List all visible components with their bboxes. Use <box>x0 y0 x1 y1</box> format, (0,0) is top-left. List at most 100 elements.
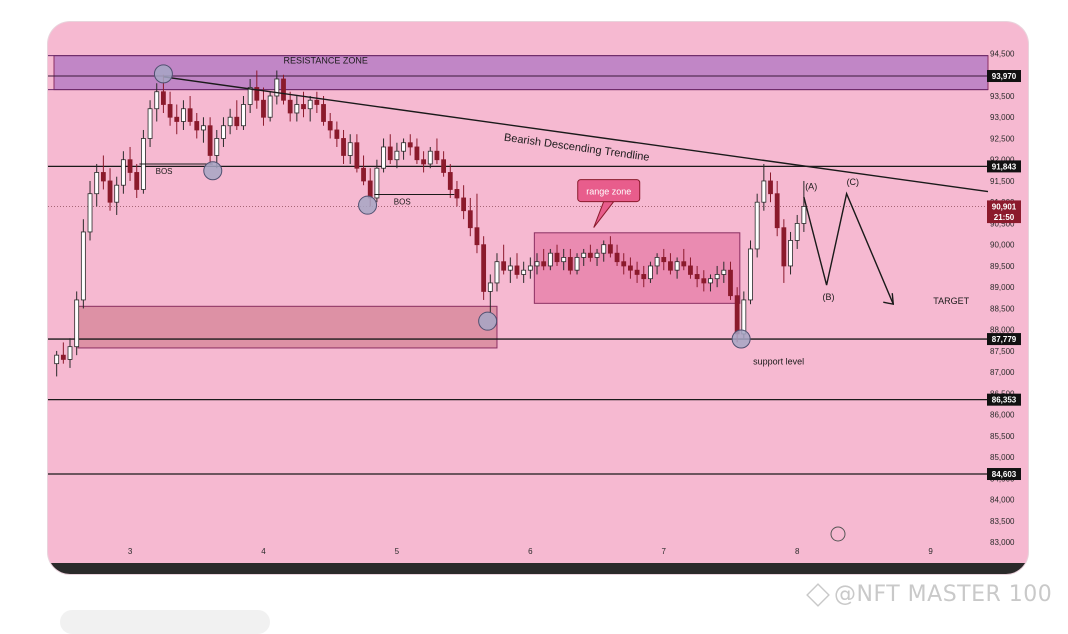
candle-body-52 <box>401 142 406 152</box>
candle-body-63 <box>474 227 480 246</box>
y-tick-label-9: 90,000 <box>990 241 1015 250</box>
replay-icon <box>830 526 846 542</box>
price-tag-bg-1 <box>987 160 1021 173</box>
swing-point-marker-0 <box>153 64 173 84</box>
candle-body-79 <box>581 252 587 258</box>
candle-body-39 <box>314 99 320 105</box>
x-tick-label-6: 9 <box>928 547 933 556</box>
y-tick-label-19: 85,000 <box>990 453 1015 462</box>
candle-body-11 <box>127 159 133 173</box>
candle-body-2 <box>67 346 73 360</box>
candle-body-29 <box>247 87 253 105</box>
candle-body-27 <box>234 116 240 127</box>
x-tick-label-1: 4 <box>261 547 266 556</box>
bos-label-0: BOS <box>156 167 173 176</box>
candle-body-67 <box>501 261 507 271</box>
candle-body-62 <box>467 210 473 229</box>
candle-body-77 <box>567 257 573 271</box>
candle-body-100 <box>721 269 727 275</box>
candle-body-3 <box>74 299 80 348</box>
candle-body-76 <box>561 257 567 263</box>
watermark-logo-icon <box>806 583 830 607</box>
y-tick-label-22: 83,500 <box>990 517 1015 526</box>
candle-body-107 <box>768 180 773 195</box>
price-tag-label-2: 90,901 <box>992 202 1017 211</box>
projection-label-0: (A) <box>805 181 817 191</box>
annotation-0: TARGET <box>933 296 969 306</box>
bos-label-1: BOS <box>394 198 411 207</box>
y-tick-label-12: 88,500 <box>990 304 1015 313</box>
candle-body-31 <box>261 99 266 118</box>
price-tag-bg-6 <box>987 468 1021 481</box>
candle-body-15 <box>154 91 160 110</box>
resistance-zone <box>53 55 989 91</box>
bearish-trendline <box>163 76 989 193</box>
candle-body-14 <box>147 108 153 139</box>
candle-body-101 <box>728 269 733 297</box>
candle-body-68 <box>507 265 513 271</box>
candle-body-61 <box>461 197 467 212</box>
candle-body-17 <box>167 104 173 118</box>
candle-body-19 <box>181 108 186 122</box>
x-tick-label-0: 3 <box>128 547 133 556</box>
x-tick-label-3: 6 <box>528 547 533 556</box>
candle-body-45 <box>354 142 360 169</box>
y-tick-label-6: 91,500 <box>990 177 1015 186</box>
y-tick-label-3: 93,000 <box>990 113 1015 122</box>
candle-body-4 <box>80 231 86 301</box>
candle-body-87 <box>634 269 640 275</box>
candle-body-105 <box>754 201 760 250</box>
candle-body-55 <box>421 159 426 165</box>
candle-body-23 <box>207 125 213 156</box>
candle-body-48 <box>374 167 380 199</box>
range-zone-label: range zone <box>586 187 631 197</box>
price-tag-label-3: 21:50 <box>994 213 1015 222</box>
y-tick-label-8: 90,500 <box>990 219 1015 228</box>
candle-body-56 <box>427 150 433 165</box>
candle-body-82 <box>601 244 607 254</box>
swing-point-marker-1 <box>203 161 223 181</box>
candle-body-7 <box>100 172 106 182</box>
candle-body-96 <box>694 274 700 280</box>
candle-body-99 <box>714 274 720 280</box>
candle-body-64 <box>481 244 487 292</box>
candle-body-25 <box>221 125 226 139</box>
y-tick-label-23: 83,000 <box>990 538 1015 547</box>
y-tick-label-11: 89,000 <box>990 283 1015 292</box>
candle-body-110 <box>788 240 793 267</box>
price-tag-bg-2 <box>987 200 1021 213</box>
candle-body-0 <box>54 354 60 365</box>
projection-arrowhead <box>883 293 895 306</box>
candle-body-102 <box>734 295 740 335</box>
candle-body-95 <box>688 265 693 275</box>
candle-body-38 <box>307 99 313 110</box>
candle-body-90 <box>654 257 660 267</box>
candle-body-8 <box>107 180 113 203</box>
candle-body-16 <box>161 91 166 105</box>
price-tag-label-1: 91,843 <box>992 162 1017 171</box>
candle-body-66 <box>494 261 500 284</box>
candle-body-57 <box>434 150 440 161</box>
range-zone-callout <box>577 179 641 203</box>
projection-path <box>803 191 894 305</box>
demand-zone <box>77 305 498 349</box>
candle-body-26 <box>227 116 233 127</box>
swing-point-marker-4 <box>731 329 751 349</box>
y-tick-label-17: 86,000 <box>990 411 1015 420</box>
candle-body-32 <box>267 95 273 118</box>
candle-body-109 <box>781 227 787 267</box>
candle-body-86 <box>628 265 633 271</box>
candle-body-5 <box>87 193 93 233</box>
watermark: @NFT MASTER 100 <box>806 582 1052 607</box>
resistance-zone-label: RESISTANCE ZONE <box>283 56 367 66</box>
x-tick-label-4: 7 <box>662 547 667 556</box>
y-tick-label-21: 84,000 <box>990 496 1015 505</box>
price-chart: Bearish Descending Trendline RESISTANCE Z… <box>48 49 1028 574</box>
candle-body-108 <box>774 193 780 229</box>
y-tick-label-10: 89,500 <box>990 262 1015 271</box>
candle-body-46 <box>361 167 366 182</box>
candle-body-83 <box>607 244 613 254</box>
candle-body-73 <box>541 261 547 267</box>
candle-body-84 <box>614 252 620 263</box>
price-tag-bg-3 <box>987 211 1021 224</box>
